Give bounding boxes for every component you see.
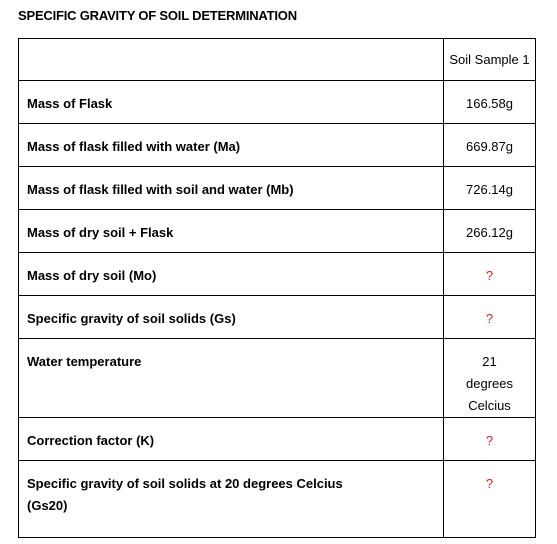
row-value: ? <box>443 252 536 296</box>
row: Water temperature 21 degrees Celcius <box>17 338 536 418</box>
row-label: Mass of dry soil (Mo) <box>17 252 445 296</box>
row-label: Specific gravity of soil solids at 20 de… <box>17 460 445 538</box>
row-value: 21 degrees Celcius <box>443 338 536 418</box>
row: Specific gravity of soil solids (Gs) ? <box>17 295 536 339</box>
row: Mass of Flask 166.58g <box>17 80 536 124</box>
row-value: 266.12g <box>443 209 536 253</box>
row: Mass of dry soil + Flask 266.12g <box>17 209 536 253</box>
row-value: 726.14g <box>443 166 536 210</box>
table: Soil Sample 1 Mass of Flask 166.58g Mass… <box>17 38 536 538</box>
row: Specific gravity of soil solids at 20 de… <box>17 460 536 538</box>
row-value: 166.58g <box>443 80 536 124</box>
row: Mass of dry soil (Mo) ? <box>17 252 536 296</box>
row-value: 669.87g <box>443 123 536 167</box>
row-value: ? <box>443 417 536 461</box>
row: Mass of flask filled with soil and water… <box>17 166 536 210</box>
row-label: Mass of Flask <box>17 80 445 124</box>
row-label: Specific gravity of soil solids (Gs) <box>17 295 445 339</box>
row: Correction factor (K) ? <box>17 417 536 461</box>
header-row: Soil Sample 1 <box>17 38 536 81</box>
row-label: Mass of flask filled with soil and water… <box>17 166 445 210</box>
title: SPECIFIC GRAVITY OF SOIL DETERMINATION <box>18 8 297 23</box>
empty-cell <box>17 38 445 81</box>
row: Mass of flask filled with water (Ma) 669… <box>17 123 536 167</box>
column-header: Soil Sample 1 <box>443 38 536 81</box>
row-label: Mass of flask filled with water (Ma) <box>17 123 445 167</box>
row-value: ? <box>443 295 536 339</box>
row-label: Mass of dry soil + Flask <box>17 209 445 253</box>
row-value: ? <box>443 460 536 538</box>
row-label: Water temperature <box>17 338 445 418</box>
row-label: Correction factor (K) <box>17 417 445 461</box>
